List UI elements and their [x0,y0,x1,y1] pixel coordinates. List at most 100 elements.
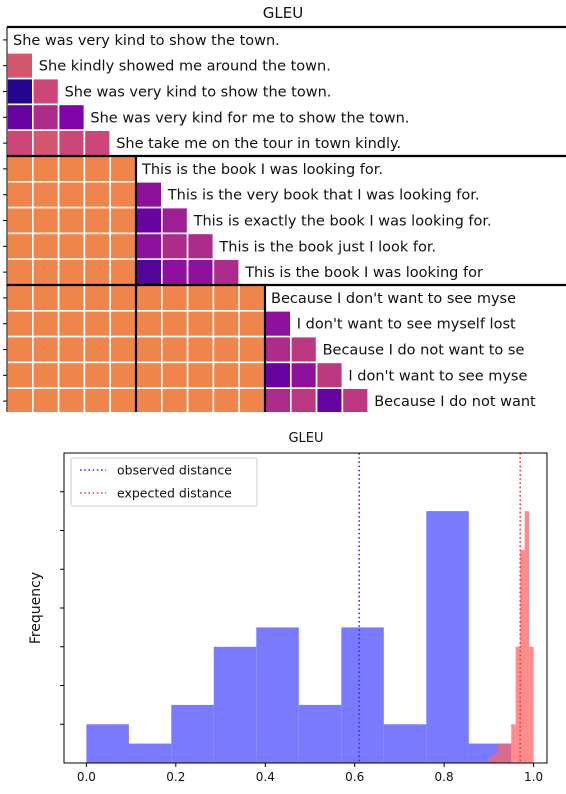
heatmap-cell [31,181,60,209]
histogram-bar [520,549,525,763]
heatmap-cell [238,361,266,389]
sentence-label: She kindly showed me around the town. [39,59,331,75]
heatmap-cell [238,284,266,312]
sentence-label: She take me on the tour in town kindly. [116,136,401,152]
histogram-bar [383,724,427,764]
heatmap-cell [212,258,240,286]
sentence-label: This is the book I was looking for [244,265,483,281]
y-axis-label: Frequency [28,572,44,644]
heatmap-cell [57,284,86,312]
legend-label: observed distance [117,463,232,478]
heatmap-cell [6,181,34,209]
heatmap-cell [186,387,215,412]
heatmap-cell [83,181,112,209]
heatmap-cell [161,309,189,338]
heatmap-cell [31,284,60,312]
sentence-label: Because I do not want [374,394,536,410]
legend-label: expected distance [117,486,232,501]
histogram-bar [426,511,469,763]
x-tick-label: 0.0 [77,770,96,784]
heatmap-cell [135,258,163,286]
heatmap-cell [135,232,163,260]
histogram-bar [488,757,494,763]
heatmap-cell [31,129,60,157]
heatmap-cell [135,361,163,389]
heatmap-cell [57,206,86,235]
histogram-bar [502,743,507,763]
distance-lines [358,453,522,763]
heatmap-cell [31,387,60,412]
heatmap-cell [161,335,189,364]
histogram-bar [171,704,214,763]
x-tick-label: 0.4 [256,770,275,784]
heatmap-cell [6,155,34,183]
heatmap-cell [212,387,240,412]
similarity-heatmap-panel: GLEU She was very kind to show the town.… [3,4,566,412]
heatmap-cell [109,232,137,260]
heatmap-cell [109,387,137,412]
heatmap-cell [57,155,86,183]
heatmap-cell [161,361,189,389]
histogram-bar [524,511,530,763]
heatmap-cell [315,387,344,412]
heatmap-cell [57,181,86,209]
heatmap-cell [6,77,34,106]
heatmap-cell [31,258,60,286]
heatmap-cell [264,335,292,364]
heatmap-cell [83,129,112,157]
heatmap-cell [161,258,189,286]
heatmap-cell [109,309,137,338]
heatmap-cell [238,335,266,364]
heatmap-cell [57,129,86,157]
legend: observed distance expected distance [70,457,258,507]
heatmap-cell [186,232,215,260]
histogram-bars [86,511,534,764]
x-tick-label: 0.2 [166,770,185,784]
heatmap-cell [109,155,137,183]
sentence-label: This is exactly the book I was looking f… [193,214,492,230]
heatmap-cell [57,232,86,260]
heatmap-cell [212,284,240,312]
heatmap-cell [83,206,112,235]
heatmap-cell [6,258,34,286]
sentence-label: She was very kind to show the town. [13,33,280,49]
histogram-bar [86,724,129,764]
heatmap-cell [57,309,86,338]
histogram-bar [128,743,172,763]
heatmap-cell [31,155,60,183]
heatmap-cell [109,361,137,389]
heatmap-cell [135,284,163,312]
sentence-label: This is the book I was looking for. [141,162,383,178]
heatmap-cell [6,284,34,312]
heatmap-cell [6,361,34,389]
heatmap-cell [341,387,369,412]
heatmap-cell [6,309,34,338]
heatmap-cell [186,258,215,286]
heatmap-cell [109,284,137,312]
sentence-label: Because I do not want to se [323,343,525,359]
similarity-heatmap: GLEU She was very kind to show the town.… [3,4,566,412]
heatmap-group-dividers [3,25,566,412]
heatmap-cell [57,387,86,412]
heatmap-cell [161,284,189,312]
heatmap-cell [31,309,60,338]
heatmap-sentence-labels: She was very kind to show the town. She k… [13,33,536,410]
sentence-label: Because I don't want to see myse [271,291,516,307]
heatmap-cell [83,155,112,183]
histogram-bar [493,753,498,763]
heatmap-cell [83,387,112,412]
heatmap-cell [212,361,240,389]
histogram-bar [298,704,342,763]
heatmap-cell [186,309,215,338]
sentence-label: This is the very book that I was looking… [167,188,480,204]
histogram-bar [341,627,384,763]
heatmap-cell [135,206,163,235]
heatmap-cell [31,361,60,389]
heatmap-cell [238,309,266,338]
heatmap-cell [238,387,266,412]
heatmap-cell [31,77,60,106]
heatmap-cell [6,206,34,235]
histogram-title: GLEU [288,431,323,446]
heatmap-cell [57,361,86,389]
heatmap-cell [6,335,34,364]
